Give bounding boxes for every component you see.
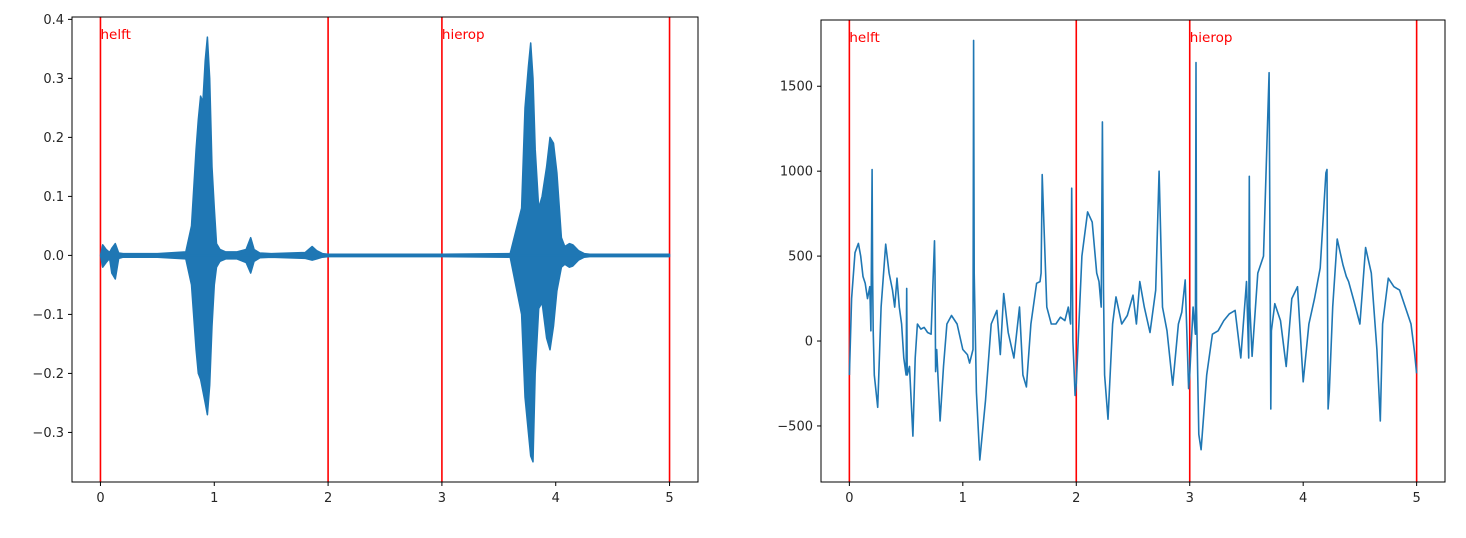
y-tick-label: 500 — [788, 250, 813, 265]
x-tick-label: 2 — [324, 491, 332, 506]
y-tick-label: 0.2 — [43, 131, 64, 146]
y-tick-label: 0.4 — [43, 13, 64, 28]
x-tick-label: 5 — [665, 491, 673, 506]
y-tick-label: 0 — [805, 335, 813, 350]
x-tick-label: 4 — [1299, 491, 1307, 506]
x-tick-label: 0 — [845, 491, 853, 506]
plot-area — [821, 20, 1445, 482]
contour-plot: helft hierop 0 1 2 3 4 5 1500 1000 500 0 −500 — [777, 19, 1446, 506]
contour-line — [848, 39, 1418, 461]
segment-label: hierop — [442, 27, 485, 43]
y-axis-ticks: 0.4 0.3 0.2 0.1 0.0 −0.1 −0.2 −0.3 — [32, 13, 72, 441]
x-axis-ticks: 0 1 2 3 4 5 — [96, 482, 674, 506]
y-axis-ticks: 1500 1000 500 0 −500 — [777, 80, 821, 434]
x-tick-label: 0 — [96, 491, 104, 506]
x-tick-label: 1 — [210, 491, 218, 506]
segment-markers — [99, 17, 671, 482]
y-tick-label: 0.3 — [43, 72, 64, 87]
x-axis-ticks: 0 1 2 3 4 5 — [845, 482, 1421, 506]
x-tick-label: 5 — [1412, 491, 1420, 506]
y-tick-label: −0.1 — [32, 308, 64, 323]
y-tick-label: 0.1 — [43, 190, 64, 205]
segment-label: hierop — [1190, 30, 1233, 46]
waveform-plot: helft hierop 0 1 2 3 4 5 0.4 0.3 0.2 0.1 0.0 −0.1 −0… — [32, 13, 699, 506]
segment-label: helft — [849, 30, 879, 46]
y-tick-label: −500 — [777, 419, 813, 434]
y-tick-label: 1000 — [780, 165, 813, 180]
plot-area — [72, 17, 698, 482]
segment-markers — [848, 20, 1418, 482]
x-tick-label: 4 — [552, 491, 560, 506]
segment-labels: helft hierop — [100, 27, 484, 43]
axes-frame — [820, 19, 1446, 483]
y-tick-label: 1500 — [780, 80, 813, 95]
y-tick-label: 0.0 — [43, 249, 64, 264]
series-line — [848, 39, 1418, 461]
x-tick-label: 1 — [959, 491, 967, 506]
waveform-envelope — [99, 36, 671, 463]
y-tick-label: −0.3 — [32, 426, 64, 441]
x-tick-label: 2 — [1072, 491, 1080, 506]
axes-frame — [71, 16, 699, 483]
x-tick-label: 3 — [1186, 491, 1194, 506]
segment-labels: helft hierop — [849, 30, 1232, 46]
y-tick-label: −0.2 — [32, 367, 64, 382]
x-tick-label: 3 — [438, 491, 446, 506]
segment-label: helft — [100, 27, 130, 43]
